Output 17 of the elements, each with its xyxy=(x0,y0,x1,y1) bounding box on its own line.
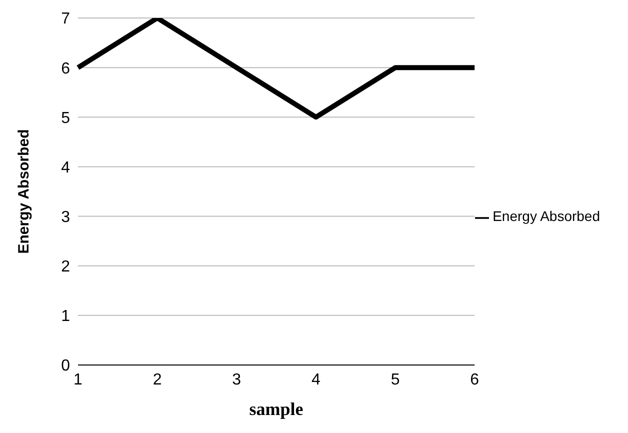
x-tick-label: 4 xyxy=(312,371,321,388)
x-axis-title: sample xyxy=(249,399,304,419)
x-tick-label: 1 xyxy=(74,371,83,388)
y-tick-label: 7 xyxy=(61,10,70,28)
x-tick-label: 6 xyxy=(470,371,480,388)
y-tick-label: 3 xyxy=(61,208,70,226)
x-tick-label: 2 xyxy=(152,371,162,388)
y-tick-label: 6 xyxy=(61,60,70,78)
y-tick-label: 4 xyxy=(61,159,70,176)
y-tick-label: 0 xyxy=(61,358,70,375)
legend-label: Energy Absorbed xyxy=(492,208,600,224)
y-tick-label: 5 xyxy=(61,110,70,127)
x-tick-label: 3 xyxy=(232,371,242,388)
y-tick-label: 1 xyxy=(61,308,70,326)
x-tick-label: 5 xyxy=(390,371,400,388)
y-tick-label: 2 xyxy=(61,258,70,276)
y-axis-title: Energy Absorbed xyxy=(15,129,32,254)
